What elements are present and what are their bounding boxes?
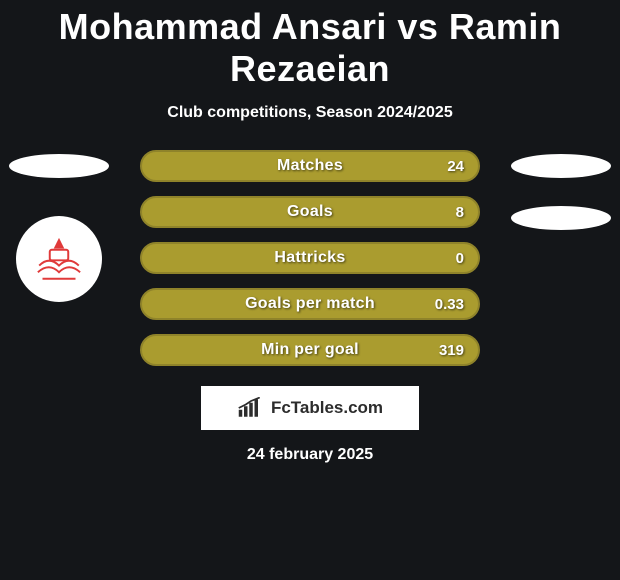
stat-bar: Goals per match 0.33	[140, 288, 480, 320]
stat-label: Min per goal	[261, 341, 359, 359]
stat-label: Goals per match	[245, 295, 375, 313]
page-title: Mohammad Ansari vs Ramin Rezaeian	[0, 0, 620, 90]
player-badge-ellipse	[511, 206, 611, 230]
stat-value: 319	[439, 342, 464, 359]
stat-bar: Matches 24	[140, 150, 480, 182]
stat-value: 8	[456, 204, 464, 221]
stat-label: Goals	[287, 203, 333, 221]
player-badge-ellipse	[9, 154, 109, 178]
stat-bar: Hattricks 0	[140, 242, 480, 274]
stat-value: 24	[447, 158, 464, 175]
stat-label: Hattricks	[274, 249, 345, 267]
left-player-col	[4, 154, 114, 302]
brand-box: FcTables.com	[201, 386, 419, 430]
stat-label: Matches	[277, 157, 343, 175]
stat-value: 0.33	[435, 296, 464, 313]
brand-bars-icon	[237, 397, 265, 419]
stat-bar: Min per goal 319	[140, 334, 480, 366]
right-player-col	[506, 154, 616, 230]
stat-value: 0	[456, 250, 464, 267]
player-badge-ellipse	[511, 154, 611, 178]
date-text: 24 february 2025	[0, 446, 620, 464]
stat-bars: Matches 24 Goals 8 Hattricks 0 Goals per…	[140, 150, 480, 366]
comparison-area: Matches 24 Goals 8 Hattricks 0 Goals per…	[0, 150, 620, 366]
brand-text: FcTables.com	[271, 398, 383, 418]
subtitle: Club competitions, Season 2024/2025	[0, 104, 620, 122]
flag-emblem-icon	[26, 226, 92, 292]
player-flag-circle	[16, 216, 102, 302]
stat-bar: Goals 8	[140, 196, 480, 228]
